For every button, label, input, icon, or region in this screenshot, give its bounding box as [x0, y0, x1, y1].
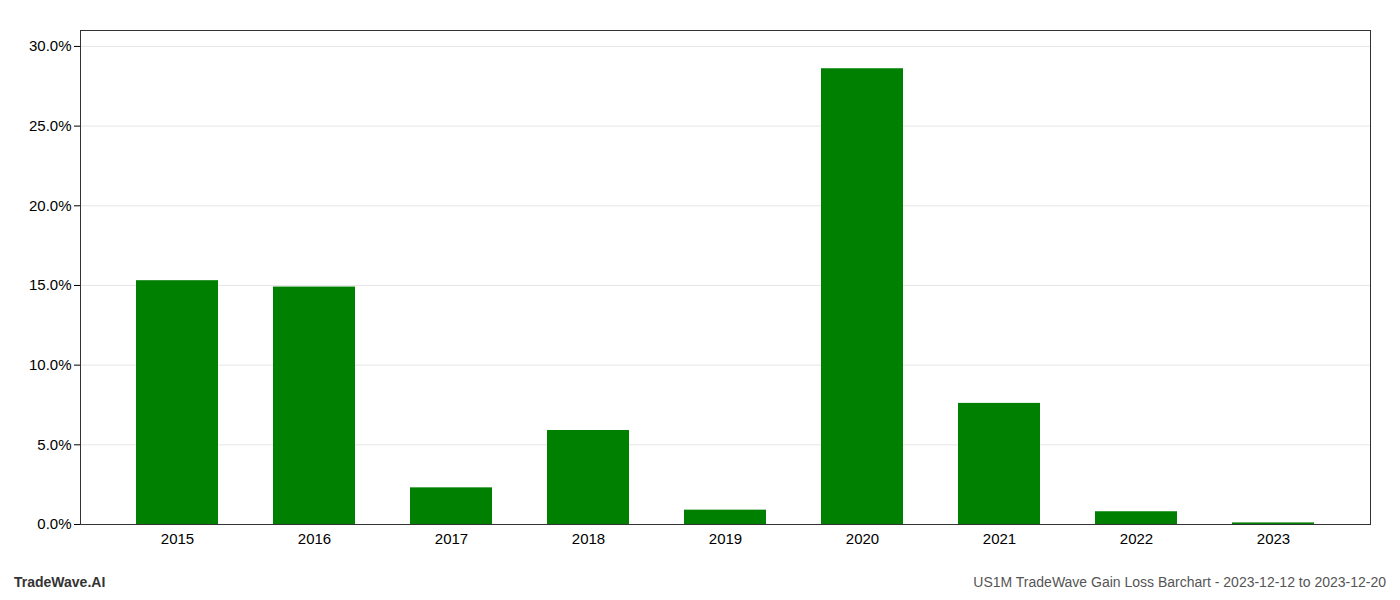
svg-text:15.0%: 15.0% [29, 276, 72, 293]
svg-text:0.0%: 0.0% [37, 515, 71, 532]
svg-text:2015: 2015 [161, 530, 194, 547]
svg-text:5.0%: 5.0% [37, 436, 71, 453]
svg-text:10.0%: 10.0% [29, 356, 72, 373]
svg-text:2017: 2017 [435, 530, 468, 547]
svg-text:2019: 2019 [709, 530, 742, 547]
svg-text:2020: 2020 [846, 530, 879, 547]
svg-text:2016: 2016 [298, 530, 331, 547]
svg-text:20.0%: 20.0% [29, 197, 72, 214]
svg-text:2021: 2021 [983, 530, 1016, 547]
html-text:TradeWave.AI: TradeWave.AI [14, 574, 106, 590]
svg-text:2018: 2018 [572, 530, 605, 547]
svg-text:2022: 2022 [1120, 530, 1153, 547]
html-text:US1M TradeWave Gain Loss Barch: US1M TradeWave Gain Loss Barchart - 2023… [973, 574, 1386, 590]
svg-text:30.0%: 30.0% [29, 37, 72, 54]
svg-text:2023: 2023 [1257, 530, 1290, 547]
svg-text:25.0%: 25.0% [29, 117, 72, 134]
